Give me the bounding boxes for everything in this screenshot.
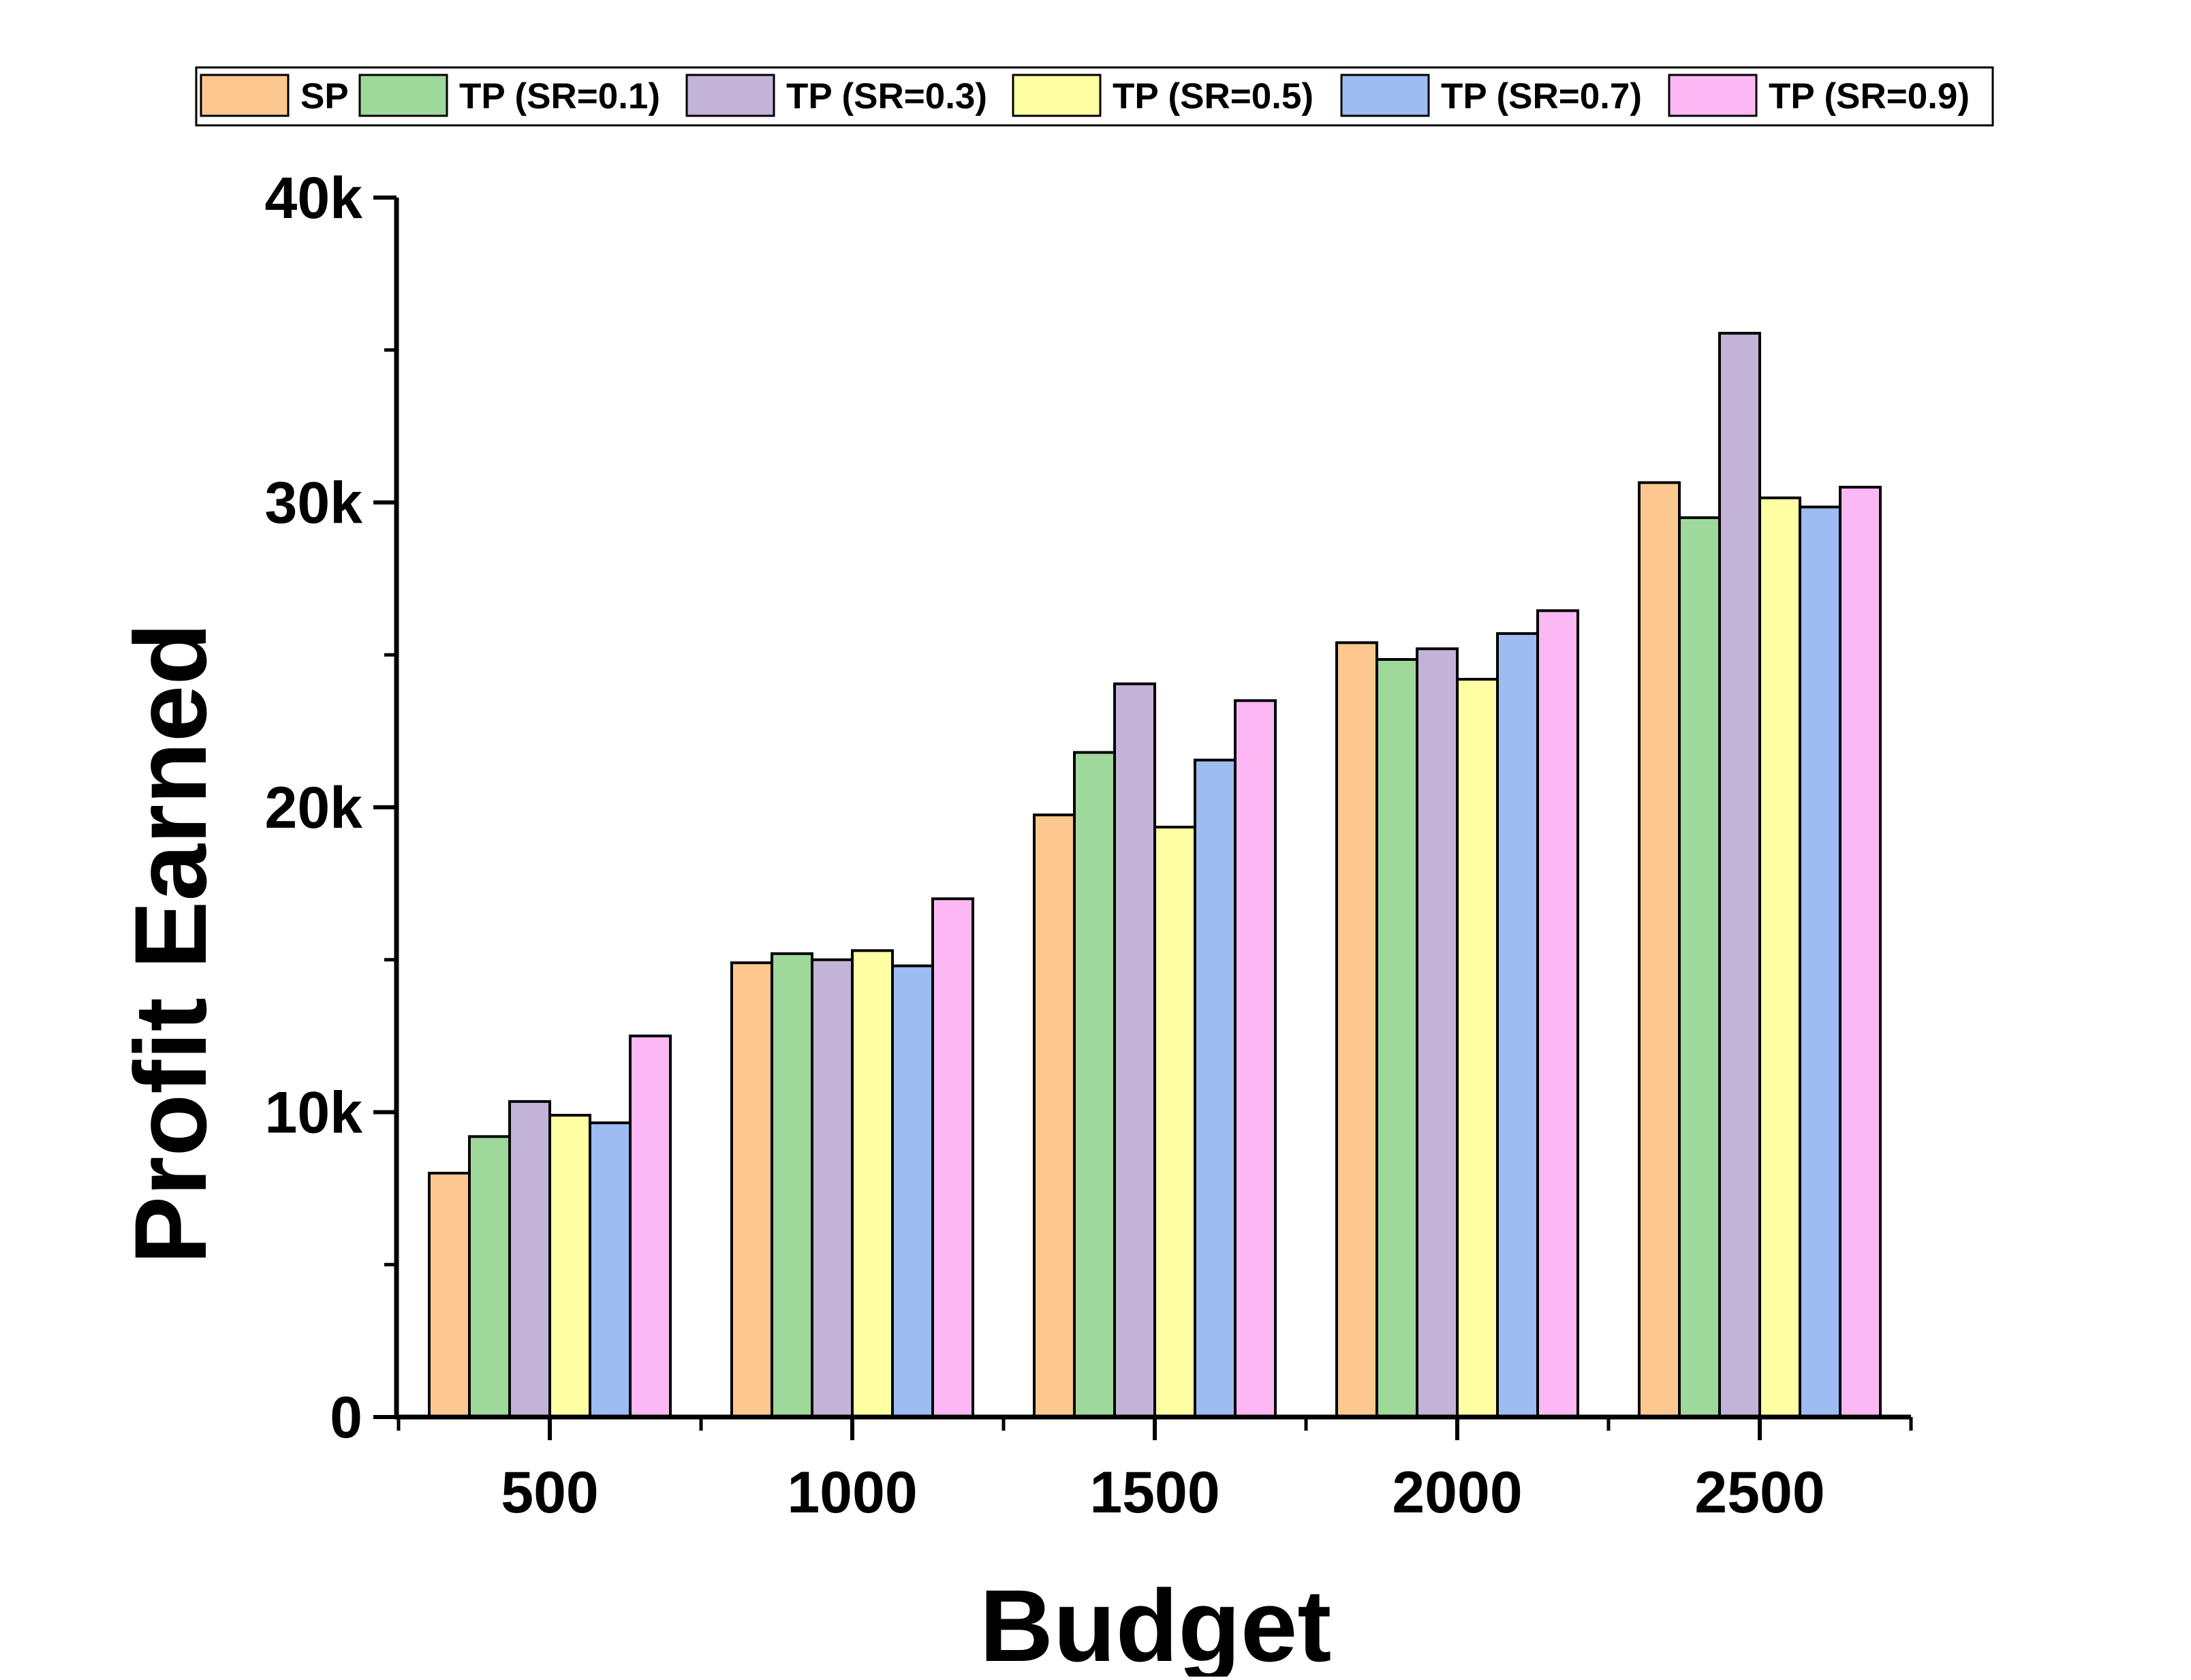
bar-2500-tp-3	[1758, 496, 1801, 1418]
legend: SP TP (SR=0.1) TP (SR=0.3) TP (SR=0.5) TP (S…	[195, 66, 1994, 127]
y-tick-label: 10k	[265, 1080, 363, 1146]
bar-1500-tp-3	[1153, 826, 1196, 1418]
x-tick-label: 2500	[1694, 1460, 1824, 1525]
bar-500-tp-4	[589, 1121, 632, 1418]
bar-1500-tp-5	[1234, 699, 1277, 1418]
bar-1500-sp	[1033, 813, 1076, 1418]
legend-swatch	[1340, 74, 1430, 117]
x-tick-label: 2000	[1392, 1460, 1522, 1525]
bar-2000-tp-1	[1376, 657, 1418, 1418]
axes: 0 10k 20k 30k 40k 500 1000 1500 2000 2500	[265, 166, 1913, 1525]
bar-2000-tp-2	[1416, 647, 1459, 1418]
x-axis-title: Budget	[980, 1568, 1332, 1677]
legend-swatch	[1668, 74, 1758, 117]
bar-2000-tp-3	[1456, 678, 1499, 1418]
bar-500-tp-3	[548, 1113, 591, 1418]
y-tick-label: 20k	[265, 775, 363, 841]
y-tick-label: 40k	[265, 166, 363, 231]
legend-label: TP (SR=0.5)	[1113, 76, 1314, 116]
bar-1500-tp-1	[1073, 751, 1116, 1418]
x-tick-label: 1000	[787, 1460, 917, 1525]
bar-2500-tp-1	[1678, 516, 1721, 1418]
bar-1000-tp-1	[771, 952, 813, 1419]
legend-label: TP (SR=0.3)	[786, 76, 987, 116]
bar-500-sp	[428, 1172, 471, 1418]
bars	[428, 332, 1882, 1419]
bar-2500-tp-4	[1799, 505, 1842, 1418]
bar-1000-tp-5	[931, 897, 974, 1418]
bar-500-tp-2	[508, 1100, 551, 1419]
legend-swatch	[358, 74, 448, 117]
bar-2500-sp	[1638, 481, 1681, 1418]
legend-label: TP (SR=0.9)	[1769, 76, 1970, 116]
bar-2000-tp-5	[1536, 609, 1579, 1418]
bar-1000-tp-4	[891, 964, 934, 1418]
bar-1000-tp-3	[851, 949, 894, 1418]
legend-label: SP	[300, 76, 349, 116]
legend-swatch	[1012, 74, 1102, 117]
y-tick-label: 0	[330, 1385, 362, 1450]
legend-label: TP (SR=0.7)	[1441, 76, 1642, 116]
bar-2500-tp-5	[1839, 486, 1882, 1418]
bar-1500-tp-2	[1113, 682, 1156, 1419]
bar-1000-sp	[730, 961, 773, 1418]
y-axis-title: Profit Earned	[113, 623, 228, 1264]
bar-2000-tp-4	[1496, 632, 1539, 1418]
x-tick-label: 1500	[1089, 1460, 1219, 1525]
bar-1500-tp-4	[1194, 758, 1237, 1418]
legend-swatch	[200, 74, 290, 117]
legend-label: TP (SR=0.1)	[459, 76, 660, 116]
bar-2500-tp-2	[1718, 332, 1761, 1419]
bar-2000-sp	[1335, 641, 1378, 1418]
x-tick-label: 500	[501, 1460, 599, 1525]
bar-500-tp-1	[468, 1135, 511, 1419]
bar-1000-tp-2	[811, 958, 854, 1418]
legend-swatch	[685, 74, 775, 117]
y-tick-label: 30k	[265, 471, 363, 536]
bar-500-tp-5	[629, 1034, 672, 1418]
